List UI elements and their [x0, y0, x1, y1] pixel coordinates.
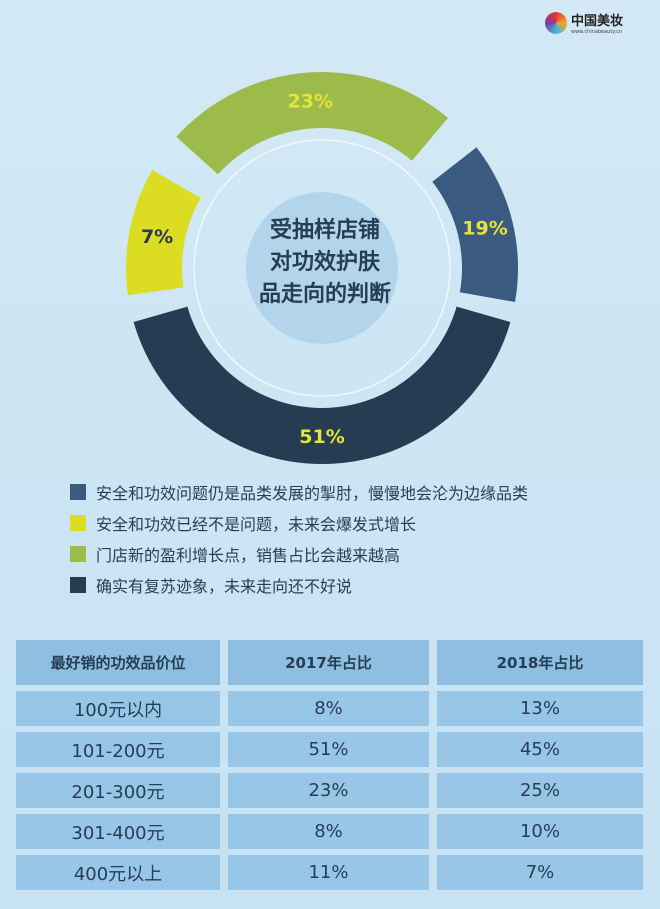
- cell: 11%: [228, 855, 429, 890]
- logo-url: www.chinabeauty.cn: [571, 29, 623, 35]
- table-row: 301-400元 8% 10%: [16, 814, 643, 849]
- logo-title: 中国美妆: [571, 14, 624, 29]
- chart-title-line: 对功效护肤: [269, 250, 380, 275]
- legend-label: 安全和功效已经不是问题，未来会爆发式增长: [96, 514, 417, 534]
- legend-swatch: [70, 483, 86, 500]
- legend-item: 门店新的盈利增长点，销售占比会越来越高: [70, 538, 528, 569]
- slice-value-label: 7%: [141, 226, 173, 248]
- header-cell: 最好销的功效品价位: [16, 640, 220, 685]
- table-row: 400元以上 11% 7%: [16, 855, 643, 890]
- legend-label: 门店新的盈利增长点，销售占比会越来越高: [96, 545, 401, 565]
- price-table: 最好销的功效品价位 2017年占比 2018年占比 100元以内 8% 13% 10…: [8, 634, 651, 896]
- center-circle: [246, 192, 398, 344]
- table-row: 100元以内 8% 13%: [16, 691, 643, 726]
- legend-swatch: [70, 545, 86, 562]
- cell: 25%: [437, 773, 643, 808]
- donut-slice: [126, 170, 201, 296]
- table-header: 最好销的功效品价位 2017年占比 2018年占比: [16, 640, 643, 685]
- legend-label: 安全和功效问题仍是品类发展的掣肘，慢慢地会沦为边缘品类: [96, 483, 529, 503]
- legend-item: 安全和功效问题仍是品类发展的掣肘，慢慢地会沦为边缘品类: [70, 476, 528, 507]
- legend: 安全和功效问题仍是品类发展的掣肘，慢慢地会沦为边缘品类 安全和功效已经不是问题，…: [70, 476, 528, 600]
- cell: 400元以上: [16, 855, 220, 890]
- header-cell: 2018年占比: [437, 640, 643, 685]
- header-cell: 2017年占比: [228, 640, 429, 685]
- legend-item: 安全和功效已经不是问题，未来会爆发式增长: [70, 507, 528, 538]
- cell: 7%: [437, 855, 643, 890]
- legend-item: 确实有复苏迹象，未来走向还不好说: [70, 569, 528, 600]
- cell: 23%: [228, 773, 429, 808]
- slice-value-label: 19%: [462, 217, 507, 239]
- chart-title: 受抽样店铺 对功效护肤 品走向的判断: [230, 215, 420, 311]
- donut-chart: 19% 7% 23% 51%: [126, 72, 518, 464]
- cell: 101-200元: [16, 732, 220, 767]
- logo-icon: [545, 11, 567, 34]
- slice-value-label: 51%: [299, 426, 344, 448]
- cell: 10%: [437, 814, 643, 849]
- table-row: 101-200元 51% 45%: [16, 732, 643, 767]
- legend-swatch: [70, 514, 86, 531]
- legend-label: 确实有复苏迹象，未来走向还不好说: [96, 576, 353, 596]
- cell: 8%: [228, 814, 429, 849]
- logo: 中国美妆 www.chinabeauty.cn: [545, 10, 623, 35]
- table-row: 201-300元 23% 25%: [16, 773, 643, 808]
- cell: 201-300元: [16, 773, 220, 808]
- cell: 301-400元: [16, 814, 220, 849]
- legend-swatch: [70, 576, 86, 593]
- cell: 13%: [437, 691, 643, 726]
- slice-value-label: 23%: [288, 90, 333, 112]
- chart-title-line: 品走向的判断: [258, 282, 391, 307]
- donut-slice: [133, 306, 511, 464]
- cell: 51%: [228, 732, 429, 767]
- cell: 8%: [228, 691, 429, 726]
- donut-slice: [176, 72, 448, 175]
- cell: 100元以内: [16, 691, 220, 726]
- cell: 45%: [437, 732, 643, 767]
- inner-ring: [193, 139, 451, 397]
- donut-slice: [432, 147, 518, 303]
- chart-title-line: 受抽样店铺: [269, 218, 380, 243]
